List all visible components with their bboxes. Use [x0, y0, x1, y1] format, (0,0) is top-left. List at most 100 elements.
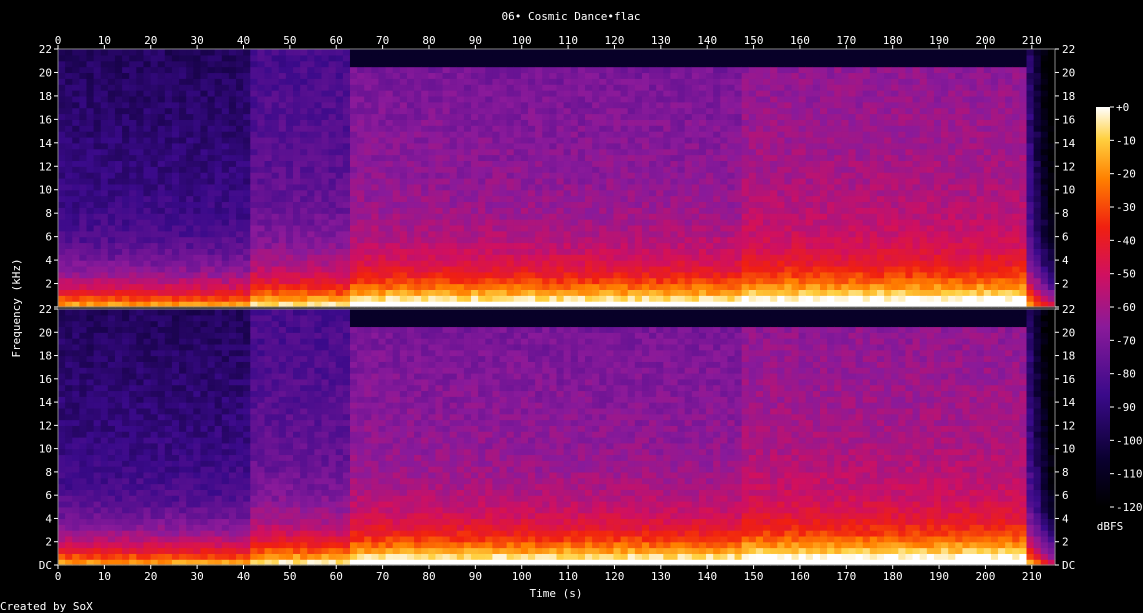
spectrogram-cell: [862, 289, 871, 296]
spectrogram-cell: [79, 219, 88, 226]
spectrogram-cell: [179, 107, 187, 115]
spectrogram-cell: [599, 160, 607, 167]
spectrogram-cell: [93, 219, 102, 226]
spectrogram-cell: [528, 84, 536, 91]
spectrogram-cell: [385, 178, 394, 185]
spectrogram-cell: [791, 166, 800, 173]
spectrogram-cell: [79, 224, 88, 232]
spectrogram-cell: [150, 295, 159, 302]
spectrogram-cell: [556, 113, 565, 120]
spectrogram-cell: [385, 219, 394, 226]
spectrogram-cell: [321, 95, 330, 103]
spectrogram-cell: [100, 242, 109, 249]
spectrogram-cell: [399, 49, 408, 56]
spectrogram-cell: [179, 154, 187, 162]
spectrogram-cell: [449, 295, 458, 302]
spectrogram-cell: [670, 95, 679, 103]
spectrogram-cell: [179, 172, 187, 179]
spectrogram-cell: [79, 172, 88, 179]
spectrogram-cell: [556, 160, 565, 167]
spectrogram-cell: [556, 207, 565, 214]
spectrogram-cell: [250, 236, 258, 244]
spectrogram-cell: [314, 49, 323, 56]
spectrogram-cell: [556, 72, 565, 79]
spectrogram-cell: [755, 160, 764, 167]
spectrogram-cell: [656, 271, 664, 279]
spectrogram-cell: [406, 90, 415, 97]
spectrogram-cell: [670, 72, 679, 79]
spectrogram-cell: [221, 154, 230, 162]
spectrogram-cell: [848, 54, 857, 62]
spectrogram-cell: [243, 248, 251, 255]
spectrogram-cell: [606, 54, 615, 62]
spectrogram-cell: [528, 60, 536, 68]
spectrogram-cell: [798, 230, 807, 238]
spectrogram-cell: [763, 201, 771, 208]
spectrogram-cell: [371, 178, 380, 185]
spectrogram-cell: [93, 72, 102, 79]
spectrogram-cell: [492, 213, 501, 220]
spectrogram-cell: [528, 189, 536, 197]
spectrogram-cell: [720, 72, 729, 79]
spectrogram-cell: [691, 60, 700, 68]
spectrogram-cell: [812, 236, 821, 244]
spectrogram-cell: [449, 49, 458, 56]
spectrogram-cell: [777, 277, 785, 285]
spectrogram-cell: [713, 60, 721, 68]
spectrogram-cell: [435, 189, 444, 197]
spectrogram-cell: [777, 95, 785, 103]
spectrogram-cell: [641, 142, 650, 150]
spectrogram-cell: [606, 189, 615, 197]
spectrogram-cell: [58, 119, 66, 126]
spectrogram-cell: [698, 277, 707, 285]
spectrogram-cell: [684, 224, 693, 232]
spectrogram-cell: [755, 207, 764, 214]
spectrogram-cell: [777, 119, 785, 126]
spectrogram-cell: [378, 90, 387, 97]
spectrogram-cell: [164, 195, 173, 203]
spectrogram-cell: [755, 224, 764, 232]
spectrogram-cell: [250, 60, 258, 68]
spectrogram-cell: [535, 178, 543, 185]
spectrogram-cell: [307, 213, 315, 220]
spectrogram-cell: [471, 213, 479, 220]
spectrogram-cell: [122, 72, 130, 79]
spectrogram-cell: [171, 224, 180, 232]
spectrogram-cell: [414, 148, 422, 156]
spectrogram-cell: [520, 207, 529, 214]
spectrogram-cell: [65, 66, 73, 74]
spectrogram-cell: [157, 72, 166, 79]
spectrogram-cell: [706, 66, 714, 74]
spectrogram-cell: [100, 195, 109, 203]
spectrogram-cell: [228, 289, 237, 296]
spectrogram-cell: [798, 84, 807, 91]
spectrogram-cell: [620, 66, 629, 74]
spectrogram-cell: [570, 166, 579, 173]
spectrogram-cell: [485, 224, 494, 232]
spectrogram-cell: [456, 84, 465, 91]
spectrogram-cell: [399, 236, 408, 244]
spectrogram-cell: [335, 265, 344, 273]
spectrogram-cell: [805, 265, 814, 273]
spectrogram-cell: [442, 60, 451, 68]
spectrogram-cell: [627, 95, 636, 103]
spectrogram-cell: [257, 125, 266, 132]
spectrogram-cell: [236, 248, 244, 255]
spectrogram-cell: [207, 72, 216, 79]
spectrogram-cell: [784, 254, 793, 261]
spectrogram-cell: [442, 301, 451, 308]
spectrogram-cell: [499, 289, 508, 296]
spectrogram-cell: [763, 289, 771, 296]
spectrogram-cell: [257, 230, 266, 238]
spectrogram-cell: [720, 172, 729, 179]
spectrogram-cell: [777, 242, 785, 249]
spectrogram-cell: [698, 49, 707, 56]
spectrogram-cell: [93, 183, 102, 191]
spectrogram-cell: [399, 148, 408, 156]
spectrogram-cell: [349, 90, 358, 97]
spectrogram-cell: [136, 295, 145, 302]
spectrogram-cell: [65, 207, 73, 214]
spectrogram-cell: [456, 260, 465, 267]
spectrogram-cell: [428, 172, 437, 179]
spectrogram-cell: [777, 90, 785, 97]
